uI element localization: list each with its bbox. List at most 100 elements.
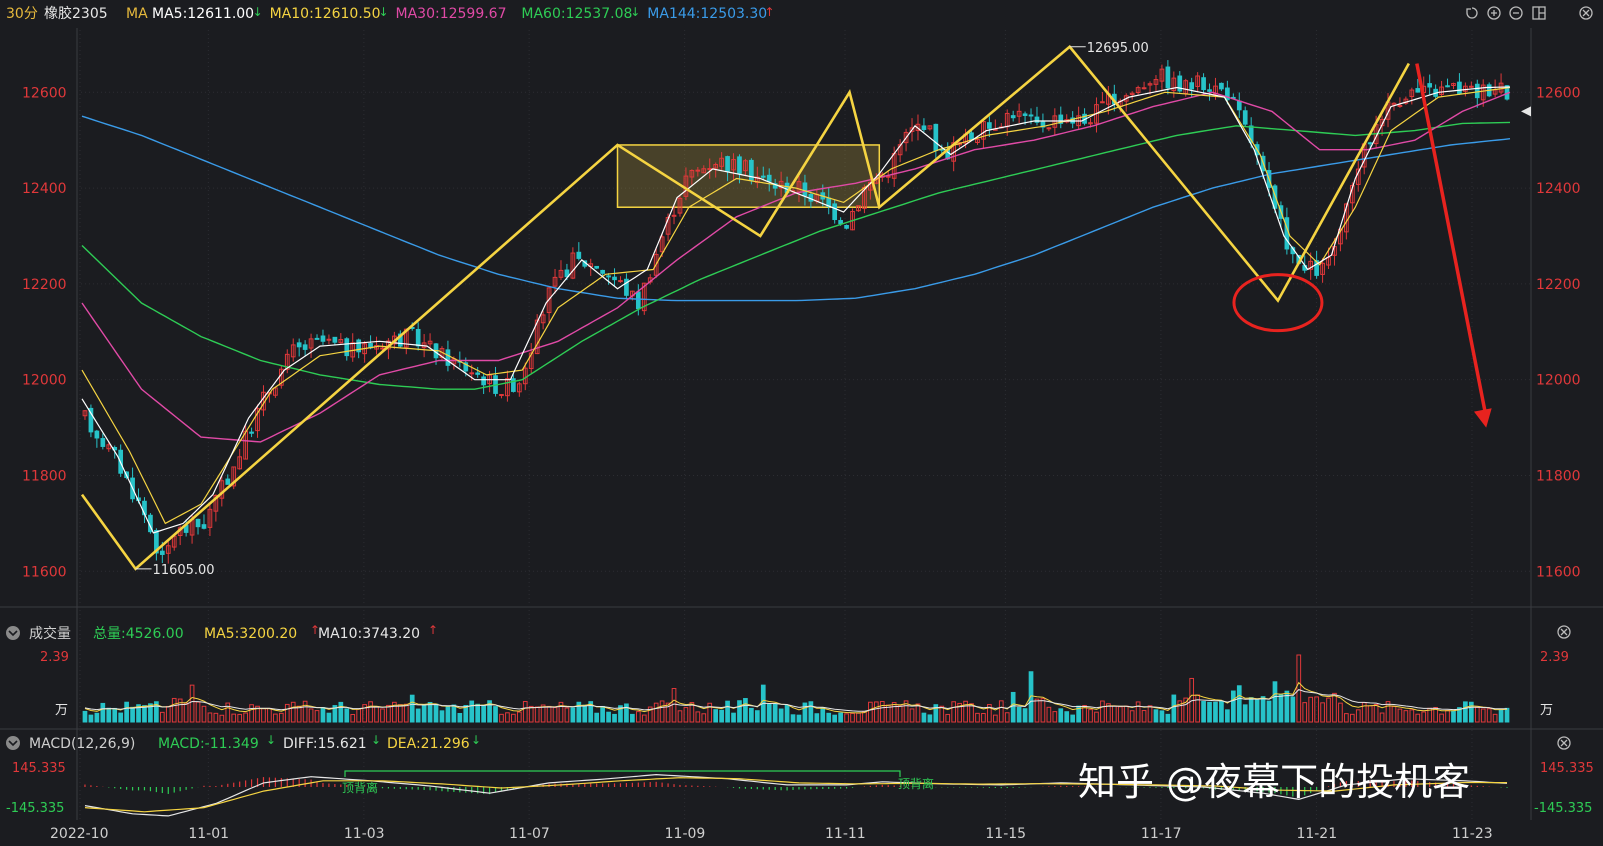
layout-icon[interactable] bbox=[1532, 6, 1546, 20]
candle-body bbox=[165, 545, 171, 554]
volume-bar bbox=[1379, 712, 1385, 723]
candle-body bbox=[1046, 127, 1052, 130]
volume-bar bbox=[1248, 697, 1254, 723]
candle-body bbox=[219, 480, 225, 499]
volume-bar bbox=[1486, 708, 1492, 723]
candle-body bbox=[1177, 75, 1183, 92]
volume-bar bbox=[195, 701, 201, 723]
ma-legend-item: MA144:12503.30 bbox=[647, 6, 767, 22]
volume-bar bbox=[511, 713, 516, 723]
candle-body bbox=[927, 125, 933, 130]
undo-icon[interactable] bbox=[1466, 7, 1478, 19]
candle-body bbox=[897, 144, 903, 156]
candle-body bbox=[1153, 79, 1159, 85]
volume-bar bbox=[945, 713, 951, 723]
volume-bar bbox=[647, 706, 653, 723]
candle-body bbox=[1314, 260, 1319, 276]
macd-top-right: 145.335 bbox=[1540, 761, 1594, 776]
candle-body bbox=[1171, 77, 1177, 92]
volume-bar bbox=[1403, 710, 1409, 723]
volume-bar bbox=[1498, 709, 1504, 723]
candle-body bbox=[207, 508, 213, 528]
candle-body bbox=[802, 182, 808, 197]
volume-bar bbox=[392, 701, 397, 723]
volume-bar bbox=[1070, 714, 1076, 723]
y-tick-label: 11800 bbox=[1536, 468, 1581, 484]
candle-body bbox=[653, 253, 659, 276]
volume-bar bbox=[344, 708, 350, 723]
volume-bar bbox=[987, 704, 992, 723]
candle-body bbox=[332, 336, 338, 343]
volume-bar bbox=[879, 700, 885, 723]
y-tick-label: 11600 bbox=[1536, 564, 1581, 580]
candle-body bbox=[475, 372, 481, 375]
volume-bar bbox=[891, 702, 897, 723]
dea-value: DEA:21.296 bbox=[387, 736, 470, 752]
volume-bar bbox=[897, 705, 903, 723]
volume-bar bbox=[386, 704, 391, 723]
candle-body bbox=[314, 337, 320, 340]
volume-bar bbox=[487, 700, 492, 723]
volume-bar bbox=[969, 703, 974, 723]
candle-body bbox=[1367, 142, 1373, 145]
volume-bar bbox=[1201, 701, 1206, 723]
volume-bar bbox=[1207, 701, 1212, 723]
candle-body bbox=[832, 203, 838, 221]
volume-bar bbox=[463, 704, 469, 723]
candle-body bbox=[88, 407, 94, 433]
volume-bar bbox=[1010, 691, 1016, 723]
candle-body bbox=[612, 276, 617, 281]
close-icon[interactable] bbox=[1579, 6, 1593, 20]
volume-bar bbox=[1052, 711, 1058, 723]
volume-bar bbox=[1153, 709, 1159, 723]
divergence-label-2: 顶背离 bbox=[898, 776, 934, 791]
volume-collapse-icon[interactable] bbox=[6, 626, 20, 640]
zoom-in-icon[interactable] bbox=[1487, 6, 1501, 20]
volume-bar bbox=[207, 712, 213, 723]
volume-bar bbox=[677, 710, 683, 723]
last-price-marker bbox=[1521, 106, 1531, 117]
candle-body bbox=[987, 122, 992, 129]
volume-bar bbox=[296, 705, 302, 723]
volume-bar bbox=[1308, 696, 1314, 723]
candle-body bbox=[838, 220, 843, 225]
volume-bar bbox=[1314, 696, 1319, 723]
volume-bar bbox=[522, 701, 528, 723]
volume-bar bbox=[88, 714, 94, 723]
volume-bar bbox=[1349, 713, 1355, 723]
ma-legend-item: MA5:12611.00 bbox=[152, 6, 254, 22]
volume-bar bbox=[201, 705, 207, 723]
volume-bar bbox=[82, 710, 88, 723]
candle-body bbox=[1468, 85, 1474, 88]
volume-bar bbox=[1260, 696, 1266, 723]
ma-legend: MA5:12611.00↓ MA10:12610.50↓ MA30:12599.67… bbox=[152, 5, 775, 22]
candle-body bbox=[427, 340, 433, 345]
candle-body bbox=[499, 394, 504, 397]
candle-body bbox=[100, 438, 106, 447]
candle-body bbox=[1141, 87, 1147, 90]
x-tick-label: 11-11 bbox=[825, 826, 866, 842]
volume-bar bbox=[493, 706, 498, 723]
y-tick-label: 11600 bbox=[22, 564, 67, 580]
volume-bar bbox=[516, 711, 522, 723]
macd-collapse-icon[interactable] bbox=[6, 736, 20, 750]
volume-close-icon[interactable] bbox=[1557, 625, 1571, 639]
candle-body bbox=[201, 524, 207, 529]
period-label[interactable]: 30分 bbox=[6, 6, 38, 22]
zoom-out-icon[interactable] bbox=[1509, 6, 1523, 20]
volume-bar bbox=[1135, 701, 1141, 723]
volume-bar bbox=[249, 704, 254, 723]
ma-legend-arrow: ↓ bbox=[630, 5, 640, 19]
candle-body bbox=[195, 518, 201, 528]
candle-body bbox=[516, 383, 522, 393]
volume-bar bbox=[826, 712, 832, 723]
candle-body bbox=[540, 314, 546, 324]
volume-bar bbox=[142, 705, 147, 723]
candle-body bbox=[909, 127, 915, 132]
price-y-axis-right: 11600 11800 12000 12200 12400 12600 bbox=[1536, 85, 1581, 580]
macd-close-icon[interactable] bbox=[1557, 736, 1571, 750]
candle-body bbox=[1409, 89, 1415, 98]
volume-bar bbox=[754, 710, 760, 723]
volume-bar bbox=[243, 712, 248, 723]
candle-body bbox=[1236, 100, 1242, 111]
